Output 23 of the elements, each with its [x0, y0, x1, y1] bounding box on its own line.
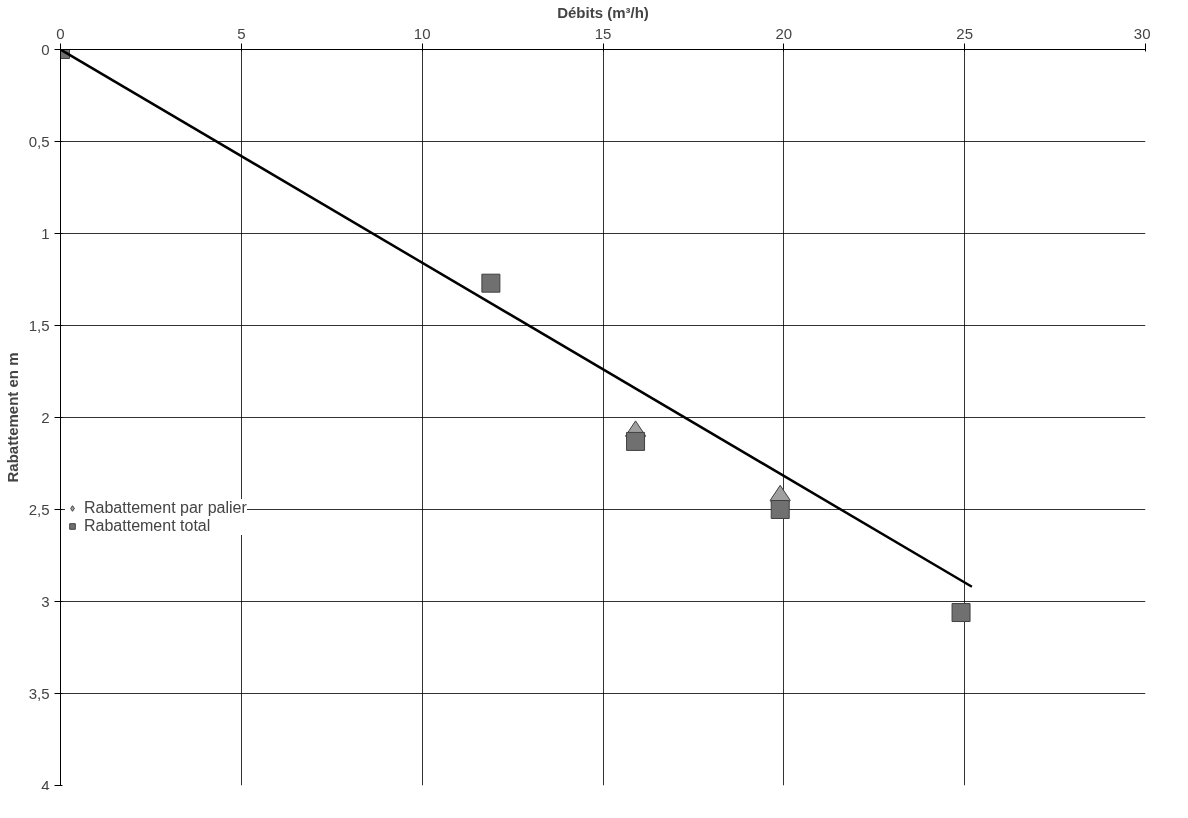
point	[481, 273, 501, 293]
x-axis-title: Débits (m³/h)	[557, 3, 649, 21]
x-tick-label: 25	[956, 24, 974, 42]
y-axis-title: Rabattement en m	[3, 352, 21, 483]
legend-label: Rabattement total	[84, 517, 211, 535]
x-tick-label: 0	[56, 24, 65, 42]
y-tick-label: 4	[41, 776, 50, 794]
y-tick-label: 0	[41, 40, 50, 58]
y-tick-label: 3,5	[28, 684, 50, 702]
y-tick-label: 0,5	[28, 132, 50, 150]
x-tick-label: 10	[413, 24, 431, 42]
point	[951, 603, 971, 623]
y-tick-label: 2,5	[28, 500, 50, 518]
y-tick-label: 2	[41, 408, 50, 426]
x-tick-label: 20	[775, 24, 793, 42]
y-tick-label: 1	[41, 224, 50, 242]
y-tick-label: 1,5	[28, 316, 50, 334]
legend-label: Rabattement par palier	[84, 499, 247, 517]
x-tick-label: 30	[1133, 24, 1151, 42]
y-tick-label: 3	[41, 592, 50, 610]
x-tick-label: 5	[237, 24, 246, 42]
point	[770, 500, 790, 519]
x-tick-label: 15	[594, 24, 612, 42]
